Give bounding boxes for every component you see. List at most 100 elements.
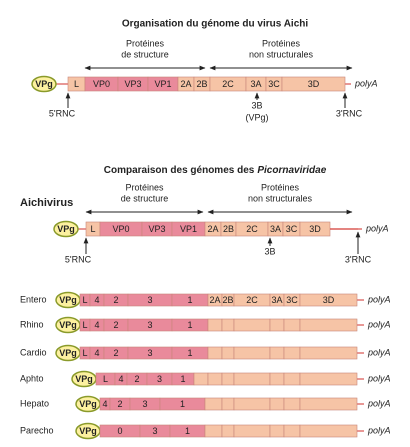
- segment-label: VP0: [112, 224, 129, 234]
- segment-label: 4: [118, 374, 123, 384]
- segment: [269, 318, 285, 332]
- segment: [221, 397, 235, 411]
- segment: [283, 346, 301, 360]
- segment-label: 3C: [268, 79, 280, 89]
- segment-label: 3A: [250, 79, 261, 89]
- genome-name: Entero: [20, 294, 47, 304]
- segment-label: 2C: [222, 79, 234, 89]
- segment: [207, 372, 223, 386]
- segment: [299, 397, 358, 411]
- marker-label: 3B: [251, 100, 262, 110]
- segment: [283, 372, 301, 386]
- polya-label: polyA: [367, 319, 391, 329]
- group-label: Protéines: [126, 38, 165, 48]
- segment: [283, 397, 301, 411]
- segment-label: L: [82, 320, 87, 330]
- segment: [299, 346, 358, 360]
- segment: [299, 293, 358, 307]
- group-label: non structurales: [249, 49, 314, 59]
- group-label: Protéines: [261, 182, 300, 192]
- segment-label: 4: [94, 320, 99, 330]
- title-italic: Picornaviridae: [257, 165, 326, 176]
- segment-label: VP1: [180, 224, 197, 234]
- segment-label: 3: [147, 348, 152, 358]
- polya-label: polyA: [367, 398, 391, 408]
- segment-label: 3: [147, 295, 152, 305]
- segment-label: 1: [180, 374, 185, 384]
- vpg-shape: [53, 220, 79, 238]
- segment-label: 2: [134, 374, 139, 384]
- segment-label: 3D: [308, 79, 320, 89]
- genome-name: Aichivirus: [20, 197, 73, 209]
- segment-label: 2A: [207, 224, 218, 234]
- segment: [281, 76, 346, 92]
- end-label: 5'RNC: [49, 108, 76, 118]
- segment-label: 3: [152, 426, 157, 436]
- segment-label: 2B: [196, 79, 207, 89]
- segment-label: VP0: [93, 79, 110, 89]
- segment-label: L: [90, 224, 95, 234]
- segment: [269, 346, 285, 360]
- group-label: non structurales: [248, 193, 313, 203]
- segment: [221, 318, 235, 332]
- segment-label: 2B: [222, 295, 233, 305]
- end-label: 5'RNC: [65, 254, 92, 264]
- segment: [283, 318, 301, 332]
- end-label: 3'RNC: [345, 254, 372, 264]
- genome-name: Cardio: [20, 347, 47, 357]
- polya-label: polyA: [367, 294, 391, 304]
- marker-label: 3B: [264, 246, 275, 256]
- segment-label: VP3: [148, 224, 165, 234]
- segment-label: L: [103, 374, 108, 384]
- segment-label: 2C: [246, 295, 258, 305]
- polya-label: polyA: [367, 347, 391, 357]
- segment-label: L: [82, 295, 87, 305]
- segment-label: 2: [113, 320, 118, 330]
- segment-label: 4: [102, 399, 107, 409]
- segment-label: VP1: [154, 79, 171, 89]
- segment: [204, 424, 223, 438]
- segment-label: L: [74, 79, 79, 89]
- segment-label: 3C: [286, 295, 298, 305]
- vpg-label: VPg: [79, 426, 97, 436]
- segment-label: 2B: [223, 224, 234, 234]
- segment-label: 2C: [246, 224, 258, 234]
- segment-label: VP3: [124, 79, 141, 89]
- segment-label: 1: [187, 348, 192, 358]
- vpg-label: VPg: [59, 320, 77, 330]
- segment: [233, 318, 271, 332]
- polya-label: polyA: [354, 78, 378, 88]
- segment: [299, 424, 358, 438]
- segment: [299, 318, 358, 332]
- segment-label: 3D: [309, 224, 321, 234]
- segment-label: 1: [180, 399, 185, 409]
- segment-label: L: [82, 348, 87, 358]
- segment: [233, 346, 271, 360]
- segment: [233, 397, 271, 411]
- genome-name: Aphto: [20, 373, 44, 383]
- segment: [221, 424, 235, 438]
- segment-label: 1: [187, 295, 192, 305]
- segment: [193, 372, 209, 386]
- segment-label: 3: [157, 374, 162, 384]
- segment: [207, 346, 223, 360]
- marker-label: (VPg): [245, 112, 268, 122]
- segment-label: 2: [113, 348, 118, 358]
- segment-label: 3C: [286, 224, 298, 234]
- title: Organisation du génome du virus Aichi: [122, 19, 309, 30]
- vpg-label: VPg: [75, 374, 93, 384]
- polya-label: polyA: [367, 373, 391, 383]
- title-text: Comparaison des génomes des: [104, 165, 255, 176]
- segment-label: 3: [147, 320, 152, 330]
- vpg-label: VPg: [79, 399, 97, 409]
- vpg-label: VPg: [35, 79, 53, 89]
- segment: [233, 424, 271, 438]
- segment-label: 4: [94, 295, 99, 305]
- segment-label: 2: [117, 399, 122, 409]
- segment-label: 3: [142, 399, 147, 409]
- segment-label: 3A: [270, 224, 281, 234]
- end-label: 3'RNC: [336, 108, 363, 118]
- segment-label: 2A: [180, 79, 191, 89]
- polya-label: polyA: [365, 223, 389, 233]
